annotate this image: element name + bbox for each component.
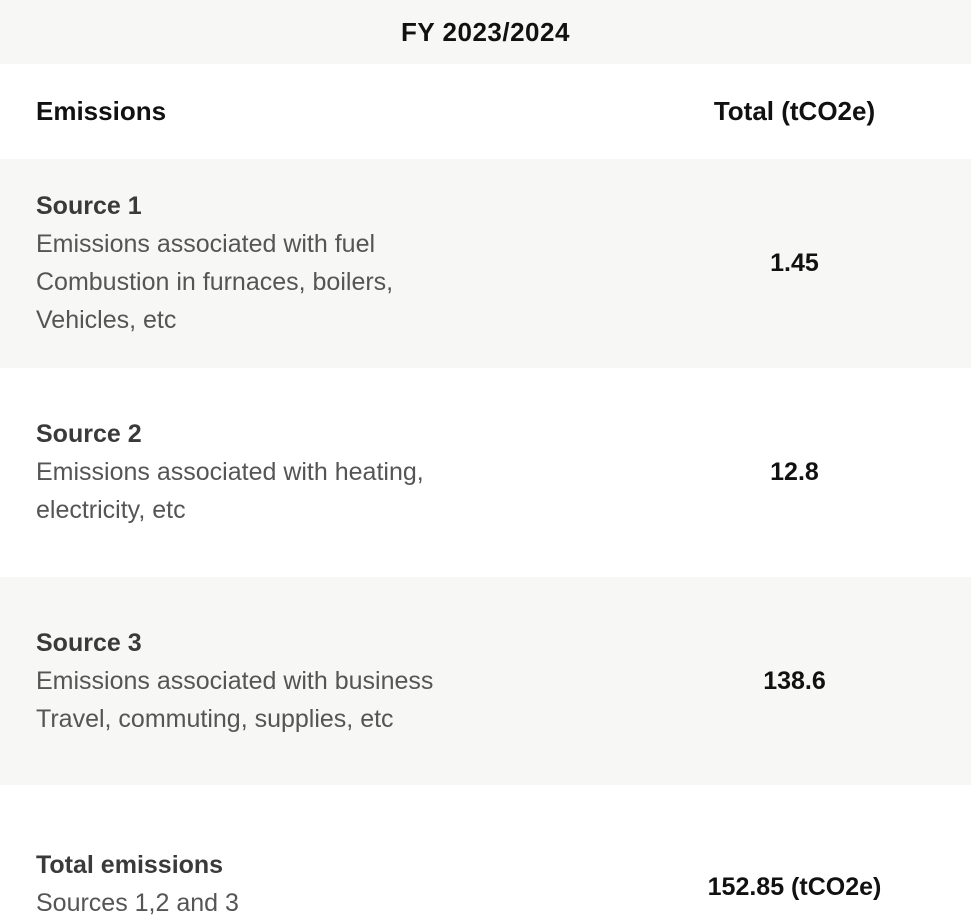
table-row: Source 2 Emissions associated with heati… [0,368,971,577]
source-description: Emissions associated with fuel Combustio… [36,230,394,334]
source-title: Source 3 [36,628,142,657]
table-row: Source 1 Emissions associated with fuel … [0,159,971,368]
total-description: Sources 1,2 and 3 [36,889,239,917]
total-row: Total emissions Sources 1,2 and 3 152.85… [0,785,971,924]
column-header-row: Emissions Total (tCO2e) [0,64,971,159]
source-value: 12.8 [770,458,819,486]
fiscal-year-label: FY 2023/2024 [401,16,570,47]
emissions-column-header: Emissions [36,96,167,126]
source-description: Emissions associated with business Trave… [36,666,434,733]
total-title: Total emissions [36,851,224,879]
source-description: Emissions associated with heating, elect… [36,458,424,524]
source-value: 138.6 [763,666,826,695]
source-value: 1.45 [770,249,819,277]
source-title: Source 2 [36,420,142,448]
total-column-header: Total (tCO2e) [713,96,876,126]
table-row: Source 3 Emissions associated with busin… [0,577,971,785]
source-title: Source 1 [36,192,142,220]
total-value: 152.85 (tCO2e) [707,873,882,901]
fiscal-year-header: FY 2023/2024 [0,0,971,64]
